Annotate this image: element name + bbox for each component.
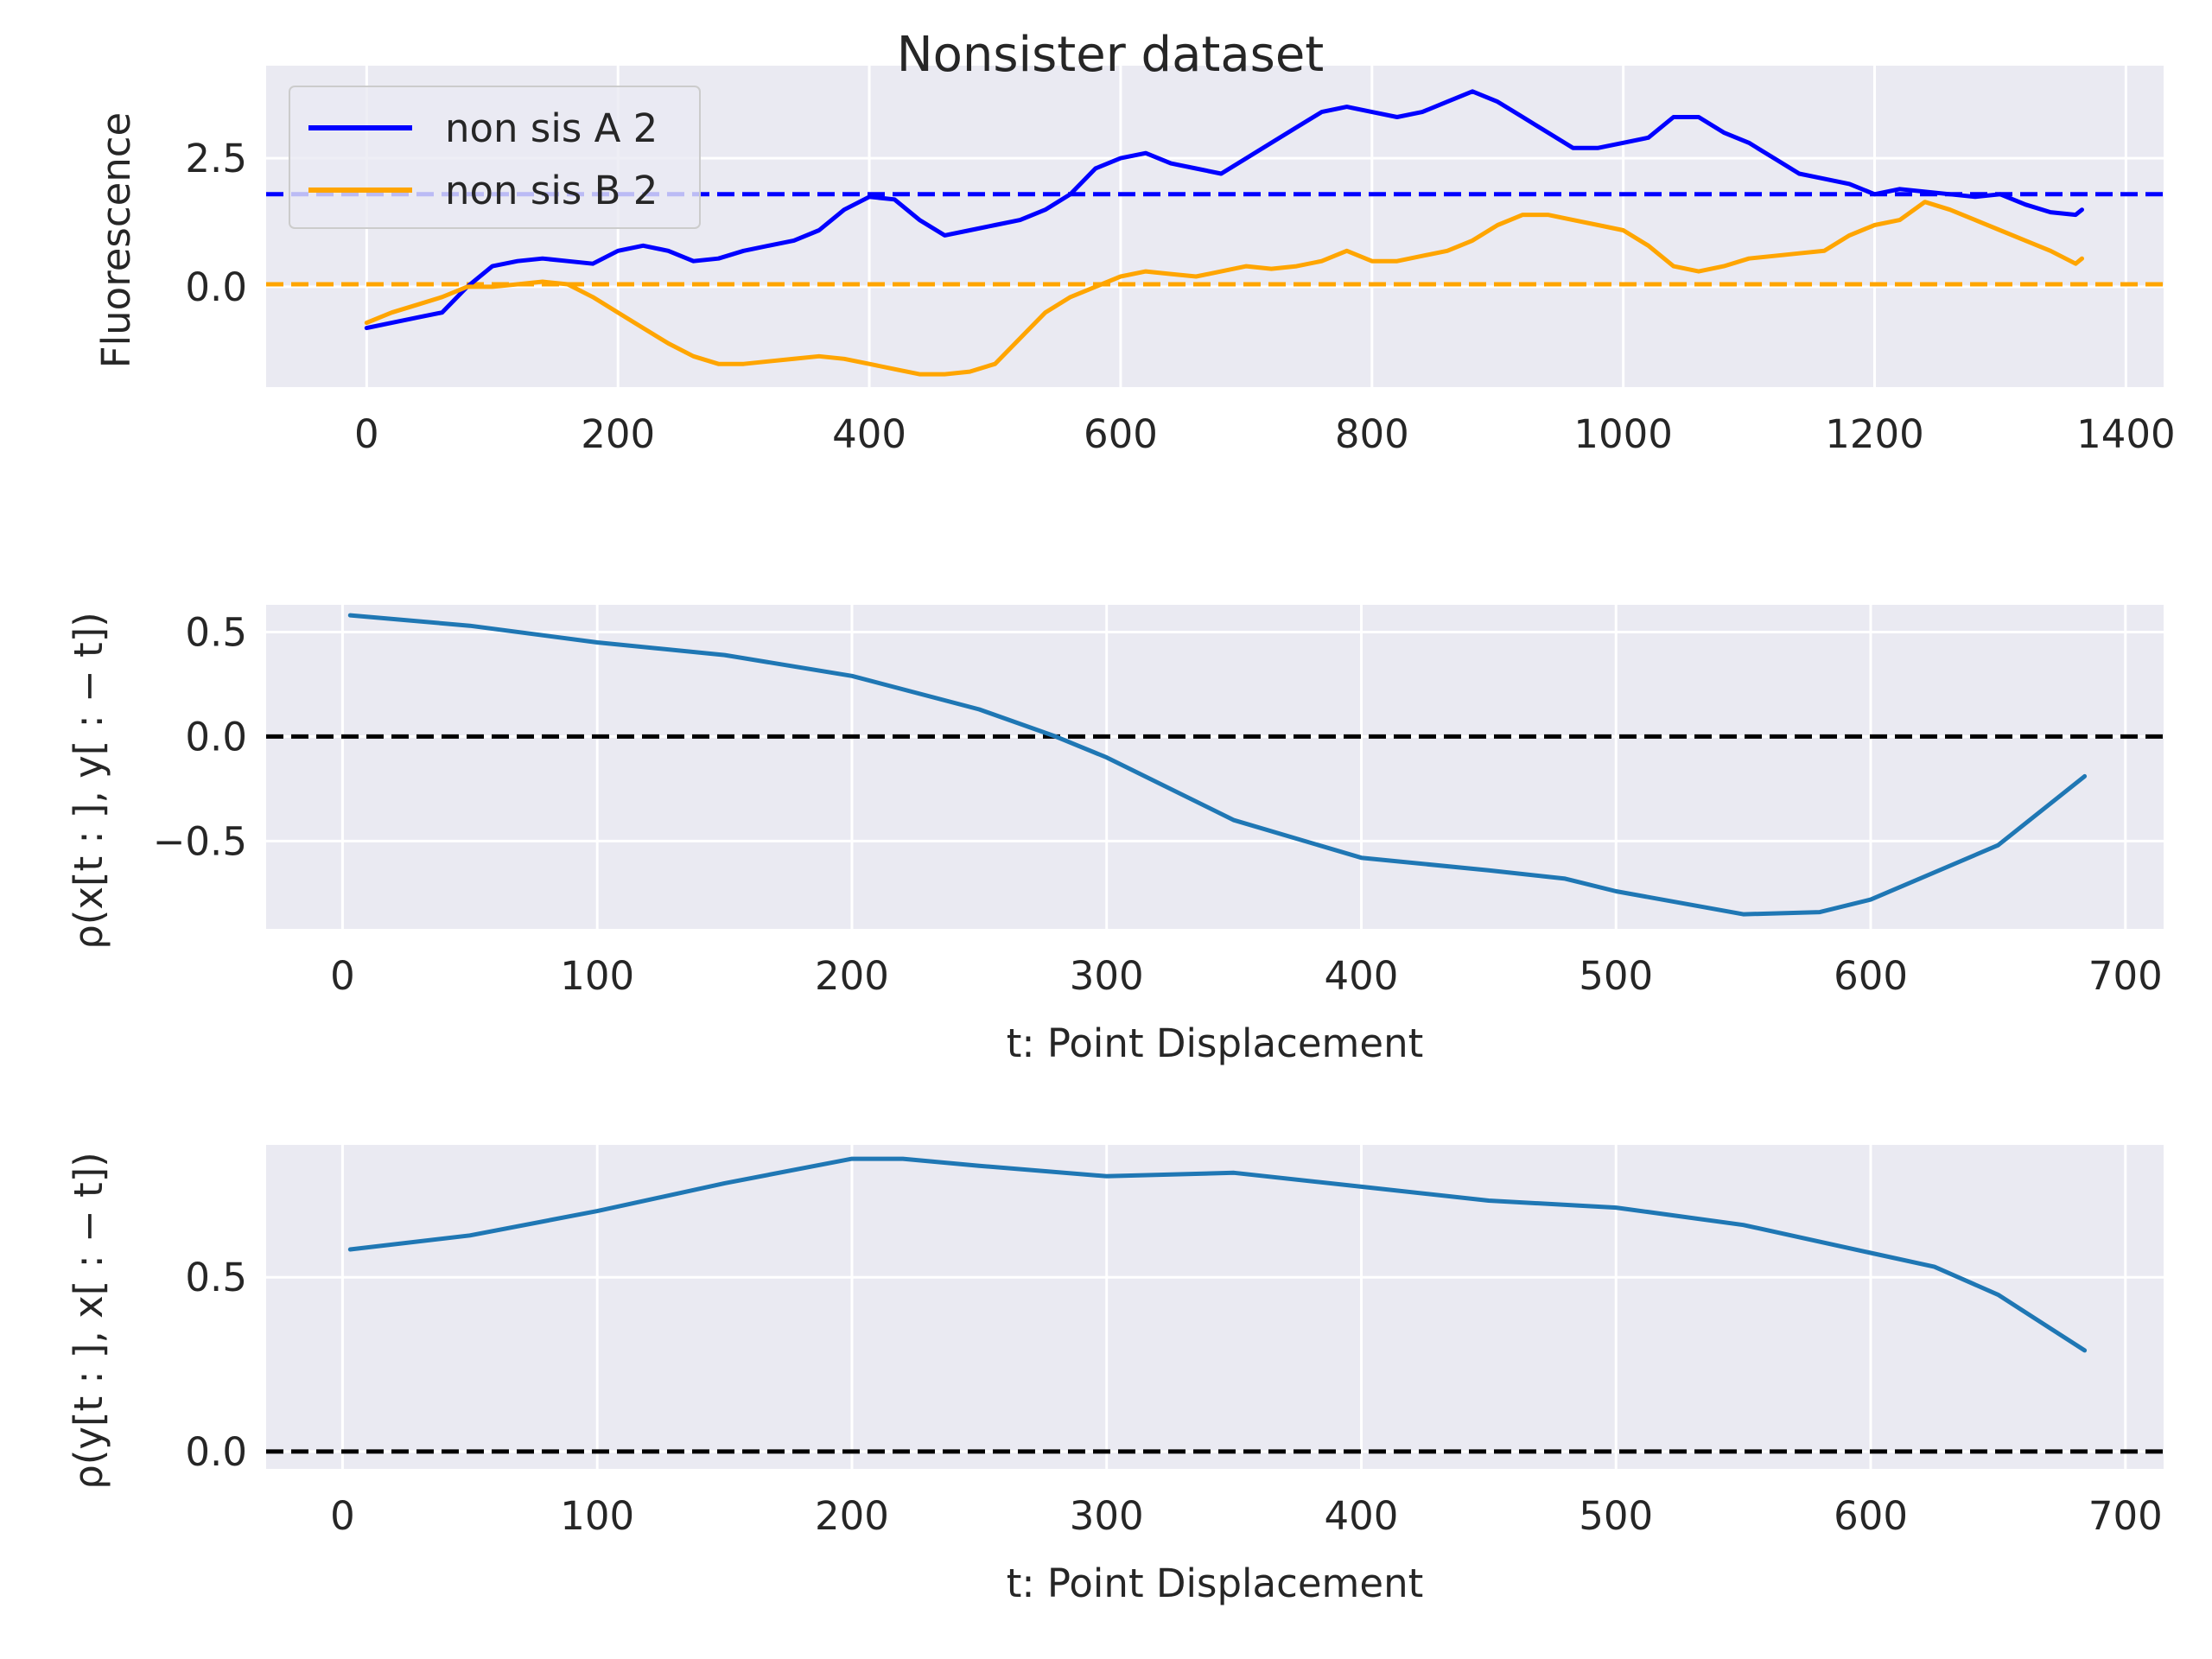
- legend: non sis A 2 non sis B 2: [289, 86, 701, 229]
- x-tick-label: 200: [815, 953, 889, 999]
- x-tick-label: 400: [832, 411, 906, 457]
- y-tick-label: 0.0: [185, 264, 247, 310]
- x-tick-label: 300: [1070, 1493, 1144, 1539]
- plot-area: [266, 1145, 2164, 1469]
- x-tick-label: 1200: [1825, 411, 1924, 457]
- y-axis-label: Fluorescence: [93, 112, 139, 368]
- x-tick-label: 600: [1084, 411, 1158, 457]
- x-tick-label: 200: [815, 1493, 889, 1539]
- y-axis-label: ρ(y[t : ], x[ : − t]): [66, 1152, 111, 1490]
- plot-area: [266, 605, 2164, 929]
- x-tick-label: 200: [581, 411, 655, 457]
- y-tick-label: 0.5: [185, 1255, 247, 1300]
- legend-label: non sis B 2: [445, 168, 658, 213]
- x-tick-label: 300: [1070, 953, 1144, 999]
- figure-title: Nonsister dataset: [897, 27, 1325, 83]
- x-tick-label: 500: [1579, 1493, 1653, 1539]
- x-tick-label: 500: [1579, 953, 1653, 999]
- x-tick-label: 0: [330, 1493, 355, 1539]
- x-axis-label: t: Point Displacement: [1007, 1020, 1424, 1066]
- x-tick-label: 0: [354, 411, 379, 457]
- y-tick-label: −0.5: [153, 818, 247, 864]
- axes-container: 0 200 400 600 800 1000 1200 14000.02.5Fluoresce…: [66, 66, 2176, 1606]
- y-axis-label: ρ(x[t : ], y[ : − t]): [66, 612, 111, 950]
- chart-3: 0 100 200 300 400 500 600 700 0.0 0.5 t: Point Dis…: [66, 1145, 2164, 1606]
- x-tick-label: 700: [2088, 1493, 2163, 1539]
- chart-2: 0 100 200 300 400 500 600 700 −0.5 0.0 0.5 t: Point…: [66, 605, 2164, 1066]
- legend-label: non sis A 2: [445, 105, 658, 151]
- x-tick-label: 600: [1834, 1493, 1908, 1539]
- series-line-1: [347, 613, 2088, 917]
- x-tick-label: 100: [560, 1493, 634, 1539]
- y-tick-label: 0.5: [185, 609, 247, 655]
- x-tick-label: 400: [1325, 1493, 1399, 1539]
- x-tick-label: 100: [560, 953, 634, 999]
- series-line-1: [364, 89, 2084, 331]
- x-tick-label: 0: [330, 953, 355, 999]
- x-tick-label: 700: [2088, 953, 2163, 999]
- y-tick-label: 2.5: [185, 136, 247, 181]
- x-tick-label: 1400: [2076, 411, 2176, 457]
- chart-1: 0 200 400 600 800 1000 1200 1400 0.0 2.5 Fluoresce…: [93, 66, 2176, 457]
- series-line-2: [364, 200, 2084, 377]
- x-tick-label: 1000: [1573, 411, 1673, 457]
- x-tick-label: 600: [1834, 953, 1908, 999]
- x-tick-label: 800: [1335, 411, 1409, 457]
- x-axis-label: t: Point Displacement: [1007, 1560, 1424, 1606]
- y-tick-label: 0.0: [185, 714, 247, 760]
- x-tick-label: 400: [1325, 953, 1399, 999]
- series-line-1: [347, 1156, 2088, 1353]
- y-tick-label: 0.0: [185, 1429, 247, 1475]
